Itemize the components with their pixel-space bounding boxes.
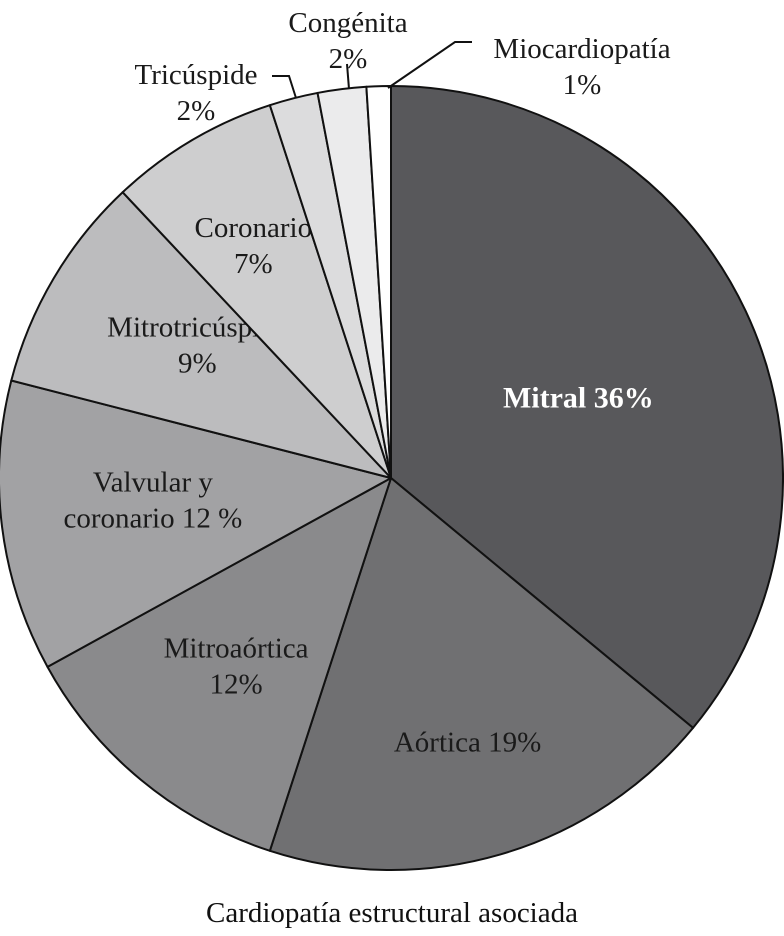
leader-line-congenita [346,63,350,90]
slice-label-line: 1% [563,69,602,101]
slice-label-line: Mitroaórtica [164,632,309,664]
pie-slice-coronario [121,104,392,479]
pie-slice-mitrotricuspide [10,191,392,479]
leader-line-miocardiopatia [387,41,472,89]
chart-caption: Cardiopatía estructural asociada [205,897,578,929]
slice-label-line: Coronario [195,212,313,244]
slice-label-line: coronario 12 % [63,503,242,535]
slice-label-tricuspide: Tricúspide 2% [135,59,258,127]
slice-label-line: 7% [234,248,273,280]
slice-label-line: 9% [178,347,217,379]
slice-label-line: Miocardiopatía [493,33,670,65]
pie-slice-mitral-36 [390,85,784,729]
slice-label-miocardiopatia: Miocardiopatía 1% [493,33,670,101]
slice-label-line: Aórtica 19% [394,727,541,759]
leader-line-tricuspide [272,75,297,99]
slice-label-line: Valvular y [93,467,213,499]
slice-label-mitral-36: Mitral 36% [503,382,654,415]
pie-slice-aortica-19 [268,477,695,871]
pie-slice-mitroaortica [46,477,392,852]
slice-label-aortica-19: Aórtica 19% [394,727,541,759]
slice-label-line: Congénita [288,7,407,39]
slice-label-line: 12% [209,668,262,700]
slice-label-line: 2% [329,43,368,75]
slice-label-line: Mitral 36% [503,382,654,415]
slice-label-valvular-y: Valvular y coronario 12 % [63,467,242,535]
slice-label-congenita: Congénita 2% [288,7,407,75]
slice-label-coronario: Coronario 7% [195,212,313,280]
pie-slice-valvular-y [0,379,392,668]
slice-label-line: Tricúspide [135,59,258,91]
slice-label-mitroaortica: Mitroaórtica 12% [164,632,309,700]
slice-label-line: 2% [177,95,216,127]
